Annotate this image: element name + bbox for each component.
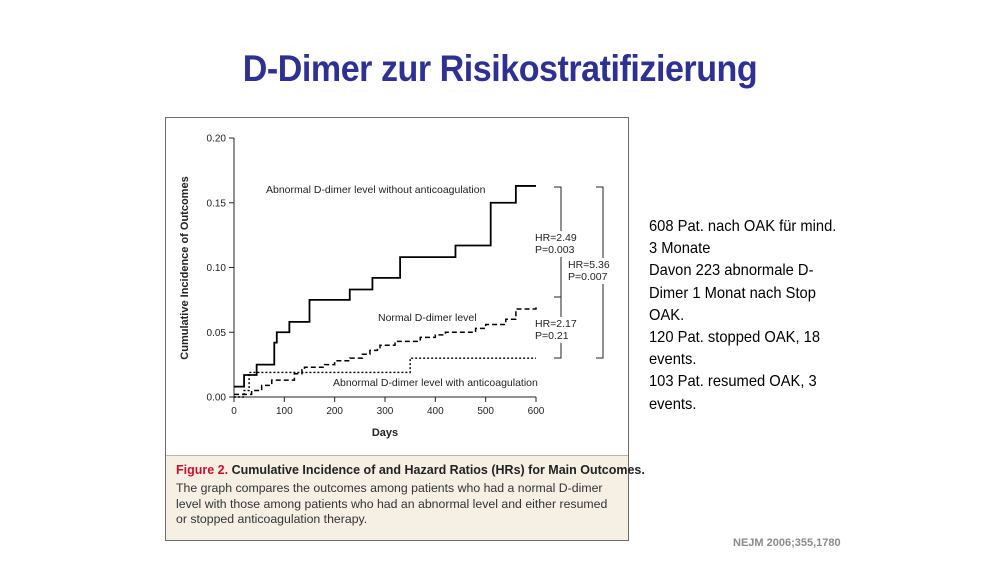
x-axis-title: Days bbox=[372, 427, 398, 439]
source-reference: NEJM 2006;355,1780 bbox=[733, 537, 841, 549]
x-tick-label: 400 bbox=[427, 406, 444, 417]
figure-caption: Figure 2. Cumulative Incidence of and Ha… bbox=[166, 455, 645, 540]
x-tick-label: 600 bbox=[528, 406, 545, 417]
x-tick-label: 200 bbox=[326, 406, 343, 417]
series-label: Abnormal D-dimer level with anticoagulat… bbox=[333, 377, 538, 389]
x-tick-label: 100 bbox=[276, 406, 293, 417]
note-line: 608 Pat. nach OAK für mind. 3 Monate bbox=[649, 218, 837, 258]
hr-label-bg bbox=[566, 258, 618, 284]
hr-label: P=0.007 bbox=[568, 271, 608, 283]
y-tick-label: 0.15 bbox=[207, 198, 227, 209]
x-tick-label: 500 bbox=[477, 406, 494, 417]
annotation-layer: HR=2.49P=0.003 HR=5.36P=0.007 HR=2.17P=0.2… bbox=[533, 186, 618, 359]
x-tick-label: 0 bbox=[231, 406, 237, 417]
series-layer: Abnormal D-dimer level without anticoagu… bbox=[234, 184, 538, 398]
series-line bbox=[234, 306, 537, 396]
x-tick-label: 300 bbox=[377, 406, 394, 417]
series-line bbox=[234, 357, 536, 398]
hr-label: HR=5.36 bbox=[568, 259, 610, 271]
y-tick-label: 0.05 bbox=[207, 328, 227, 339]
caption-body: The graph compares the outcomes among pa… bbox=[176, 481, 608, 526]
series-label: Abnormal D-dimer level without anticoagu… bbox=[266, 184, 486, 196]
hr-label-bg bbox=[533, 231, 585, 257]
y-tick-label: 0.20 bbox=[207, 134, 227, 145]
axes: 0.00 0.05 0.10 0.15 0.20 0 100 200 300 400 500 600 bbox=[207, 134, 545, 418]
hr-label: HR=2.49 bbox=[535, 232, 577, 244]
hr-label: P=0.21 bbox=[535, 330, 569, 342]
hr-label: HR=2.17 bbox=[535, 318, 577, 330]
slide-title: D-Dimer zur Risikostratifizierung bbox=[242, 48, 758, 89]
series-line bbox=[234, 185, 536, 388]
figure-panel: 0.00 0.05 0.10 0.15 0.20 0 100 200 300 400 500 600 … bbox=[165, 117, 645, 541]
hr-label: P=0.003 bbox=[535, 244, 575, 256]
note-line: Davon 223 abnormale D-Dimer 1 Monat nach… bbox=[649, 262, 816, 324]
note-line: 120 Pat. stopped OAK, 18 events. bbox=[649, 329, 821, 369]
y-tick-label: 0.00 bbox=[207, 393, 227, 404]
y-axis-title: Cumulative Incidence of Outcomes bbox=[179, 176, 191, 359]
caption-figure-label: Figure 2. bbox=[176, 463, 229, 477]
incidence-chart: 0.000.050.100.150.200 100 200 300 400 500 600 … bbox=[179, 134, 618, 439]
note-line: 103 Pat. resumed OAK, 3 events. bbox=[649, 373, 817, 413]
caption-title: Cumulative Incidence of and Hazard Ratio… bbox=[231, 463, 645, 477]
summary-notes: 608 Pat. nach OAK für mind. 3 Monate Dav… bbox=[649, 216, 847, 416]
y-tick-label: 0.10 bbox=[207, 263, 227, 274]
hr-label-bg bbox=[533, 317, 585, 343]
caption-heading: Figure 2. Cumulative Incidence of and Ha… bbox=[176, 462, 645, 478]
series-label: Normal D-dimer level bbox=[378, 312, 477, 324]
